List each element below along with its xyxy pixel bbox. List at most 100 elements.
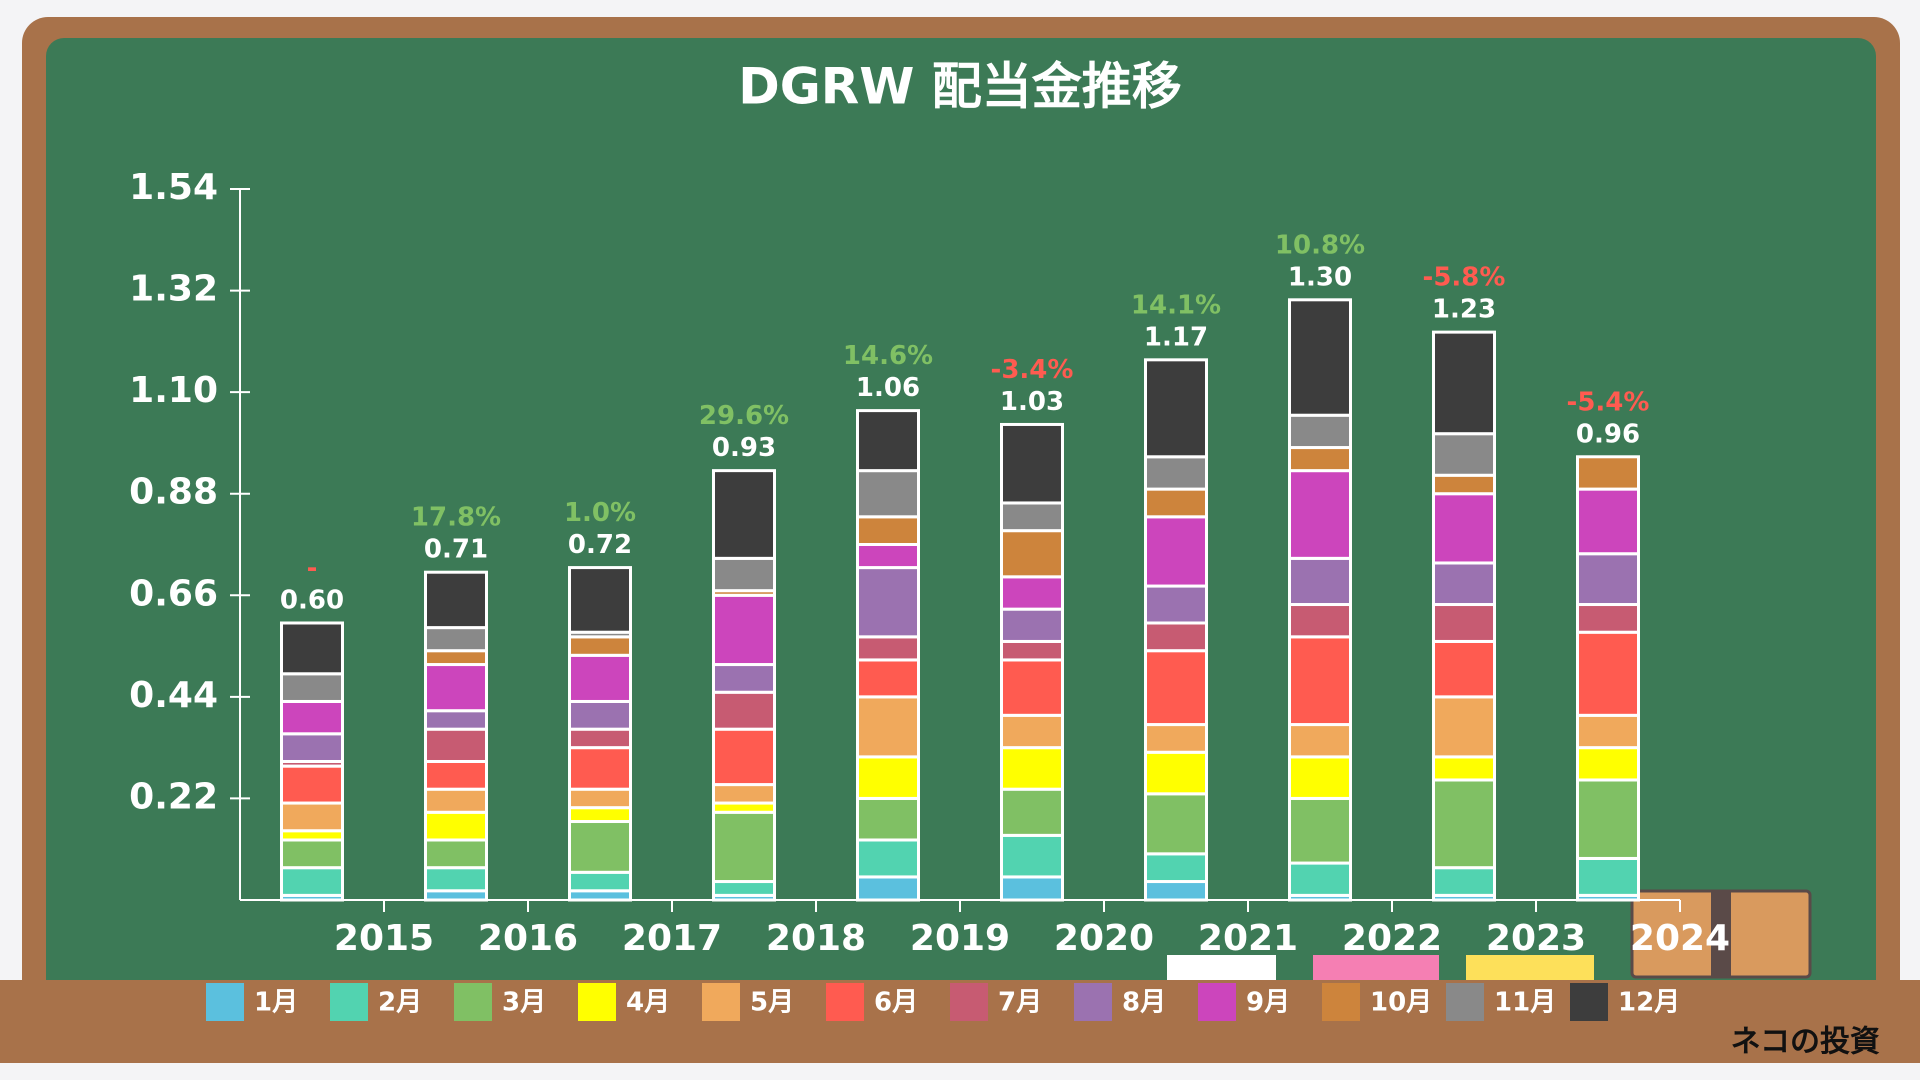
bar-segment [856, 635, 920, 662]
bar-segment [856, 515, 920, 547]
bar-segment [280, 866, 344, 897]
bar-segment [1576, 455, 1640, 491]
growth-label: 14.1% [1131, 290, 1221, 320]
legend-swatch [454, 983, 492, 1021]
bar-segment [280, 732, 344, 763]
bar-segment [1288, 298, 1352, 417]
chalk-yellow [1466, 955, 1594, 980]
bar-segment [1432, 432, 1496, 477]
bar-segment [1000, 658, 1064, 717]
bar-segment [856, 875, 920, 902]
bar-segment [1000, 746, 1064, 791]
bar-segment [856, 755, 920, 800]
y-tick-label: 1.54 [129, 167, 218, 208]
growth-label: 10.8% [1275, 230, 1365, 260]
bar-segment [1432, 755, 1496, 782]
bar-segment [1000, 529, 1064, 579]
bar-segment [1576, 630, 1640, 717]
bar-segment [1432, 492, 1496, 565]
bar-segment [568, 870, 632, 893]
bar-segment [1432, 330, 1496, 436]
growth-label: -5.8% [1423, 263, 1506, 293]
bar-segment [1144, 487, 1208, 519]
bar-segment [1000, 607, 1064, 643]
chalkboard [46, 38, 1876, 998]
legend-swatch [1446, 983, 1484, 1021]
bar-segment [1000, 639, 1064, 662]
legend-swatch [578, 983, 616, 1021]
total-label: 1.06 [856, 373, 920, 403]
total-label: 0.60 [280, 585, 344, 615]
bar-segment [856, 566, 920, 639]
plot-area: 0.22 0.44 0.66 0.88 1.10 1.32 1.54 0.60- 2015 0.7… [129, 167, 1730, 1021]
growth-label: 1.0% [564, 498, 636, 528]
bar-segment [1432, 473, 1496, 496]
legend-swatch [1198, 983, 1236, 1021]
growth-label: 17.8% [411, 503, 501, 533]
legend-label: 11月 [1494, 988, 1556, 1018]
bar-segment [424, 709, 488, 731]
bar-segment [1576, 603, 1640, 634]
bar-segment [712, 690, 776, 731]
bar-segment [568, 653, 632, 703]
bar-segment [1432, 561, 1496, 607]
bar-segment [712, 727, 776, 787]
total-label: 1.30 [1288, 262, 1352, 292]
bar-segment [1432, 603, 1496, 643]
bar-segment [856, 469, 920, 519]
bar-segment [424, 810, 488, 842]
bar-segment [1000, 713, 1064, 750]
bar-segment [280, 621, 344, 676]
bar-segment [1144, 723, 1208, 754]
watermark: ネコの投資 [1731, 1025, 1880, 1060]
y-tick-label: 0.44 [129, 675, 218, 716]
bar-segment [1288, 603, 1352, 639]
bar-segment [1576, 552, 1640, 607]
x-tick-label: 2024 [1630, 918, 1730, 959]
legend-swatch [206, 983, 244, 1021]
bar-segment [424, 663, 488, 713]
growth-label: -3.4% [991, 355, 1074, 385]
bar-segment [712, 663, 776, 694]
bar-segment [280, 699, 344, 736]
bar-segment [1144, 852, 1208, 884]
legend-swatch [1570, 983, 1608, 1021]
chalk-pink [1313, 955, 1439, 980]
bar-segment [424, 866, 488, 893]
bar-segment [856, 838, 920, 879]
growth-label: - [307, 553, 318, 583]
bar-segment [1576, 713, 1640, 750]
growth-label: -5.4% [1567, 387, 1650, 417]
bar-segment [1288, 413, 1352, 450]
total-label: 0.93 [712, 433, 776, 463]
bar-segment [280, 801, 344, 833]
bar-segment [856, 543, 920, 570]
legend-swatch [330, 983, 368, 1021]
bar-segment [856, 658, 920, 699]
bar-segment [1144, 455, 1208, 491]
bar-segment [856, 695, 920, 759]
bar-segment [424, 727, 488, 763]
bar-segment [1144, 515, 1208, 588]
bar-segment [1000, 875, 1064, 902]
bar-segment [712, 556, 776, 593]
bar-segment [1288, 796, 1352, 865]
chalk-white [1167, 955, 1276, 980]
bar-segment [712, 593, 776, 667]
bar-segment [1144, 358, 1208, 459]
legend-label: 10月 [1370, 988, 1432, 1018]
bar-segment [712, 880, 776, 897]
bar-segment [1288, 469, 1352, 560]
bar-segment [1288, 635, 1352, 727]
bar-segment [280, 672, 344, 703]
bar-segment [280, 764, 344, 805]
bar-segment [424, 838, 488, 870]
bar-segment [1144, 750, 1208, 796]
bar-segment [1576, 746, 1640, 782]
legend-label: 12月 [1618, 988, 1680, 1018]
legend-label: 5月 [750, 988, 794, 1018]
legend-label: 9月 [1246, 988, 1290, 1018]
bar-segment [568, 566, 632, 634]
eraser [1630, 889, 1812, 979]
bar-segment [1576, 778, 1640, 860]
